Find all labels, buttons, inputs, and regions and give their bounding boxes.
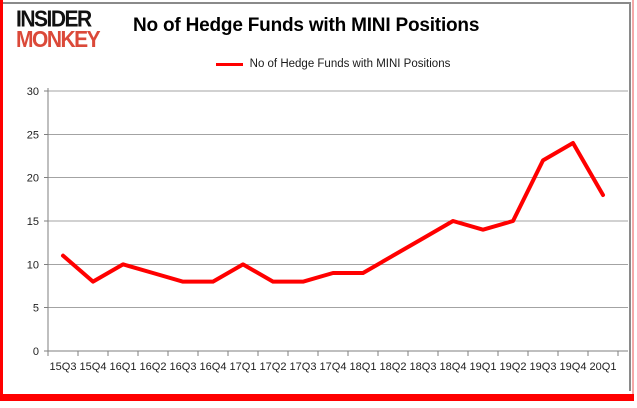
x-tick-label: 15Q4 bbox=[80, 361, 107, 373]
chart-title: No of Hedge Funds with MINI Positions bbox=[133, 15, 480, 36]
logo-word-insider: INSIDER bbox=[16, 6, 92, 32]
x-tick-label: 16Q2 bbox=[140, 361, 167, 373]
page-left-accent-border bbox=[0, 0, 3, 394]
x-tick-label: 15Q3 bbox=[50, 361, 77, 373]
logo-word-monkey: MONKEY bbox=[16, 27, 101, 53]
data-series-line bbox=[61, 141, 605, 284]
y-tick-label: 30 bbox=[27, 86, 39, 98]
x-tick-label: 17Q1 bbox=[230, 361, 257, 373]
x-tick-label: 19Q3 bbox=[530, 361, 557, 373]
x-tick-label: 18Q1 bbox=[350, 361, 377, 373]
y-tick-label: 15 bbox=[27, 216, 39, 228]
x-tick-label: 20Q1 bbox=[590, 361, 617, 373]
x-tick-label: 19Q4 bbox=[560, 361, 587, 373]
x-tick-label: 17Q4 bbox=[320, 361, 347, 373]
y-tick-label: 20 bbox=[27, 173, 39, 185]
x-tick-label: 17Q2 bbox=[260, 361, 287, 373]
page-bottom-accent-border bbox=[0, 394, 634, 401]
y-tick-label: 0 bbox=[33, 346, 39, 358]
page-right-accent-border bbox=[632, 0, 634, 398]
frame-top-border bbox=[2, 2, 630, 4]
y-tick-label: 5 bbox=[33, 303, 39, 315]
x-tick-label: 16Q1 bbox=[110, 361, 137, 373]
x-tick-label: 19Q1 bbox=[470, 361, 497, 373]
insider-monkey-logo: INSIDER MONKEY bbox=[16, 6, 101, 53]
y-tick-label: 25 bbox=[27, 129, 39, 141]
x-tick-label: 18Q2 bbox=[380, 361, 407, 373]
frame-right-border bbox=[629, 2, 631, 391]
legend-line-swatch bbox=[215, 62, 243, 66]
x-tick-label: 16Q3 bbox=[170, 361, 197, 373]
x-tick-label: 19Q2 bbox=[500, 361, 527, 373]
x-tick-label: 17Q3 bbox=[290, 361, 317, 373]
chart-legend: No of Hedge Funds with MINI Positions bbox=[48, 56, 618, 72]
x-tick-label: 18Q3 bbox=[410, 361, 437, 373]
x-tick-label: 16Q4 bbox=[200, 361, 227, 373]
x-tick-label: 18Q4 bbox=[440, 361, 467, 373]
y-tick-label: 10 bbox=[27, 259, 39, 271]
legend-label: No of Hedge Funds with MINI Positions bbox=[249, 58, 451, 70]
